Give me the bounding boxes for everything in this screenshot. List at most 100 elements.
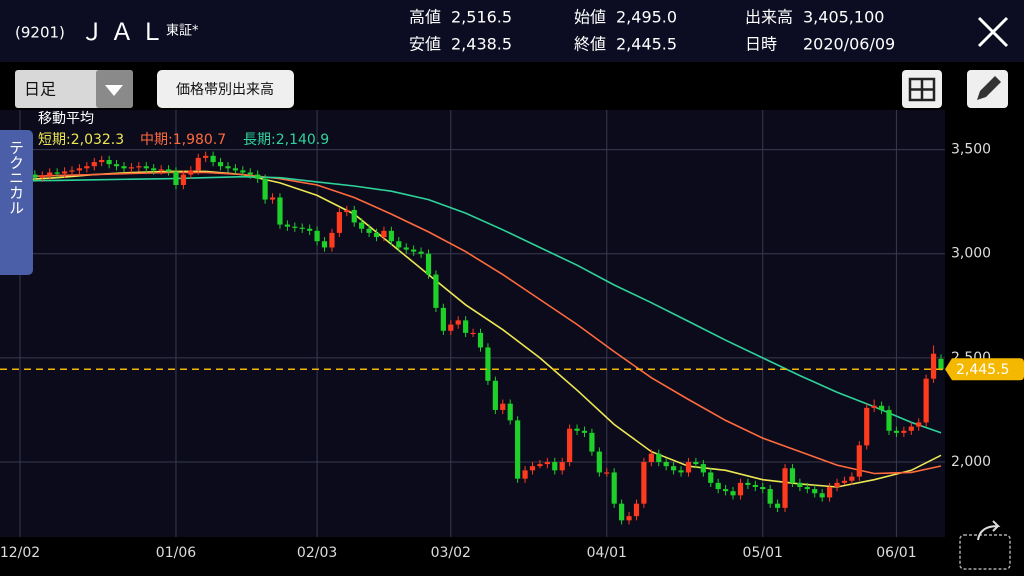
candle-body (284, 224, 290, 227)
candle-body (165, 169, 172, 172)
candle-body (388, 230, 394, 242)
grid-icon[interactable] (908, 77, 936, 102)
draw-button[interactable] (967, 70, 1008, 108)
tab-box[interactable] (0, 130, 33, 275)
volume-button[interactable]: 価格帯別出来高 (157, 70, 294, 108)
stat-value: 2020/06/09 (803, 35, 895, 54)
plot-area (0, 110, 945, 537)
candle-body (344, 209, 350, 213)
share-icon[interactable] (977, 520, 1001, 541)
button-label[interactable]: 価格帯別出来高 (176, 81, 274, 98)
candle-body (240, 170, 246, 173)
candle-body (604, 472, 610, 474)
candle-body (797, 482, 803, 488)
candle-body (774, 503, 781, 508)
candle-body (804, 487, 810, 490)
candle-body (448, 324, 454, 331)
candle-body (656, 453, 662, 463)
candle-body (878, 405, 885, 410)
close-button[interactable] (977, 16, 1009, 48)
legend-label: 中期:1,980.7 (140, 132, 226, 148)
candle-body (626, 516, 632, 521)
plot (0, 110, 945, 537)
candle-body (864, 407, 870, 446)
candle-body (54, 172, 60, 174)
candle-body (559, 462, 565, 471)
share-box[interactable] (959, 534, 1011, 570)
header-bar (0, 0, 1024, 62)
x-tick-label: 02/03 (297, 545, 337, 561)
candle-body (151, 168, 157, 171)
technical-tab[interactable]: テクニカル (0, 130, 33, 275)
candle-body (136, 166, 142, 168)
x-tick-label: 12/02 (0, 545, 40, 561)
close-icon[interactable] (977, 16, 1009, 48)
legend-label: 短期:2,032.3 (38, 132, 124, 148)
candle-body (247, 172, 253, 175)
candle-body (856, 445, 862, 477)
tab-label[interactable]: テクニカル (7, 140, 25, 215)
period-label[interactable]: 日足 (24, 80, 56, 99)
stats: 高値 2,516.5 安値 2,438.5 始値 2,495.0 終値 2,445.5 出来高 3… (409, 8, 895, 54)
candle-body (277, 197, 283, 225)
stat-value: 3,405,100 (803, 8, 884, 27)
stock-code: (9201) (15, 24, 65, 42)
candle-body (292, 226, 298, 228)
candle-body (173, 171, 179, 185)
x-tick-label: 03/02 (431, 545, 471, 561)
candle-body (210, 155, 216, 163)
candle-body (700, 464, 706, 473)
candle-body (574, 428, 580, 431)
candle-body (552, 462, 558, 471)
candle-body (262, 178, 268, 200)
candle-body (633, 503, 640, 517)
candle-body (433, 274, 439, 308)
dropdown-arrow[interactable] (105, 85, 123, 96)
candle-body (307, 228, 313, 231)
candle-body (366, 228, 372, 233)
candle-body (930, 353, 937, 379)
candle-body (477, 332, 484, 348)
candle-body (671, 466, 677, 471)
candle-body (507, 403, 513, 421)
stat-value: 2,516.5 (451, 8, 512, 27)
toolbar (0, 62, 1024, 110)
candle-body (522, 470, 528, 479)
candle-body (321, 241, 328, 248)
candle-body (841, 480, 848, 483)
candle-body (492, 380, 498, 410)
button-box[interactable] (157, 70, 294, 108)
candle-body (611, 472, 617, 504)
candle-body (916, 422, 922, 427)
x-tick-label: 06/01 (876, 545, 916, 561)
candle-body (217, 162, 224, 167)
candle-body (329, 232, 335, 248)
candle-body (39, 175, 45, 178)
candle-body (470, 332, 476, 335)
candle-body (730, 491, 736, 496)
candle-body (685, 462, 692, 473)
stat-value: 2,495.0 (616, 8, 677, 27)
candle-body (232, 168, 238, 171)
stat-label: 安値 (409, 35, 441, 54)
layout-button[interactable] (902, 70, 942, 108)
candle-body (515, 420, 521, 479)
price-tag (945, 358, 1024, 381)
candle-body (544, 462, 550, 465)
candle-body (69, 170, 75, 172)
share-button[interactable] (959, 520, 1011, 570)
period-dropdown[interactable]: 日足 (15, 70, 133, 108)
candle-body (923, 378, 929, 423)
candle-body (723, 489, 729, 492)
candle-body (143, 166, 149, 169)
candle-body (128, 167, 135, 169)
stat-label: 高値 (409, 8, 441, 27)
x-tick-label: 04/01 (587, 545, 627, 561)
candle-body (336, 212, 342, 233)
candle-body (715, 482, 721, 490)
candle-body (663, 462, 669, 467)
pencil-icon[interactable] (977, 76, 1001, 100)
